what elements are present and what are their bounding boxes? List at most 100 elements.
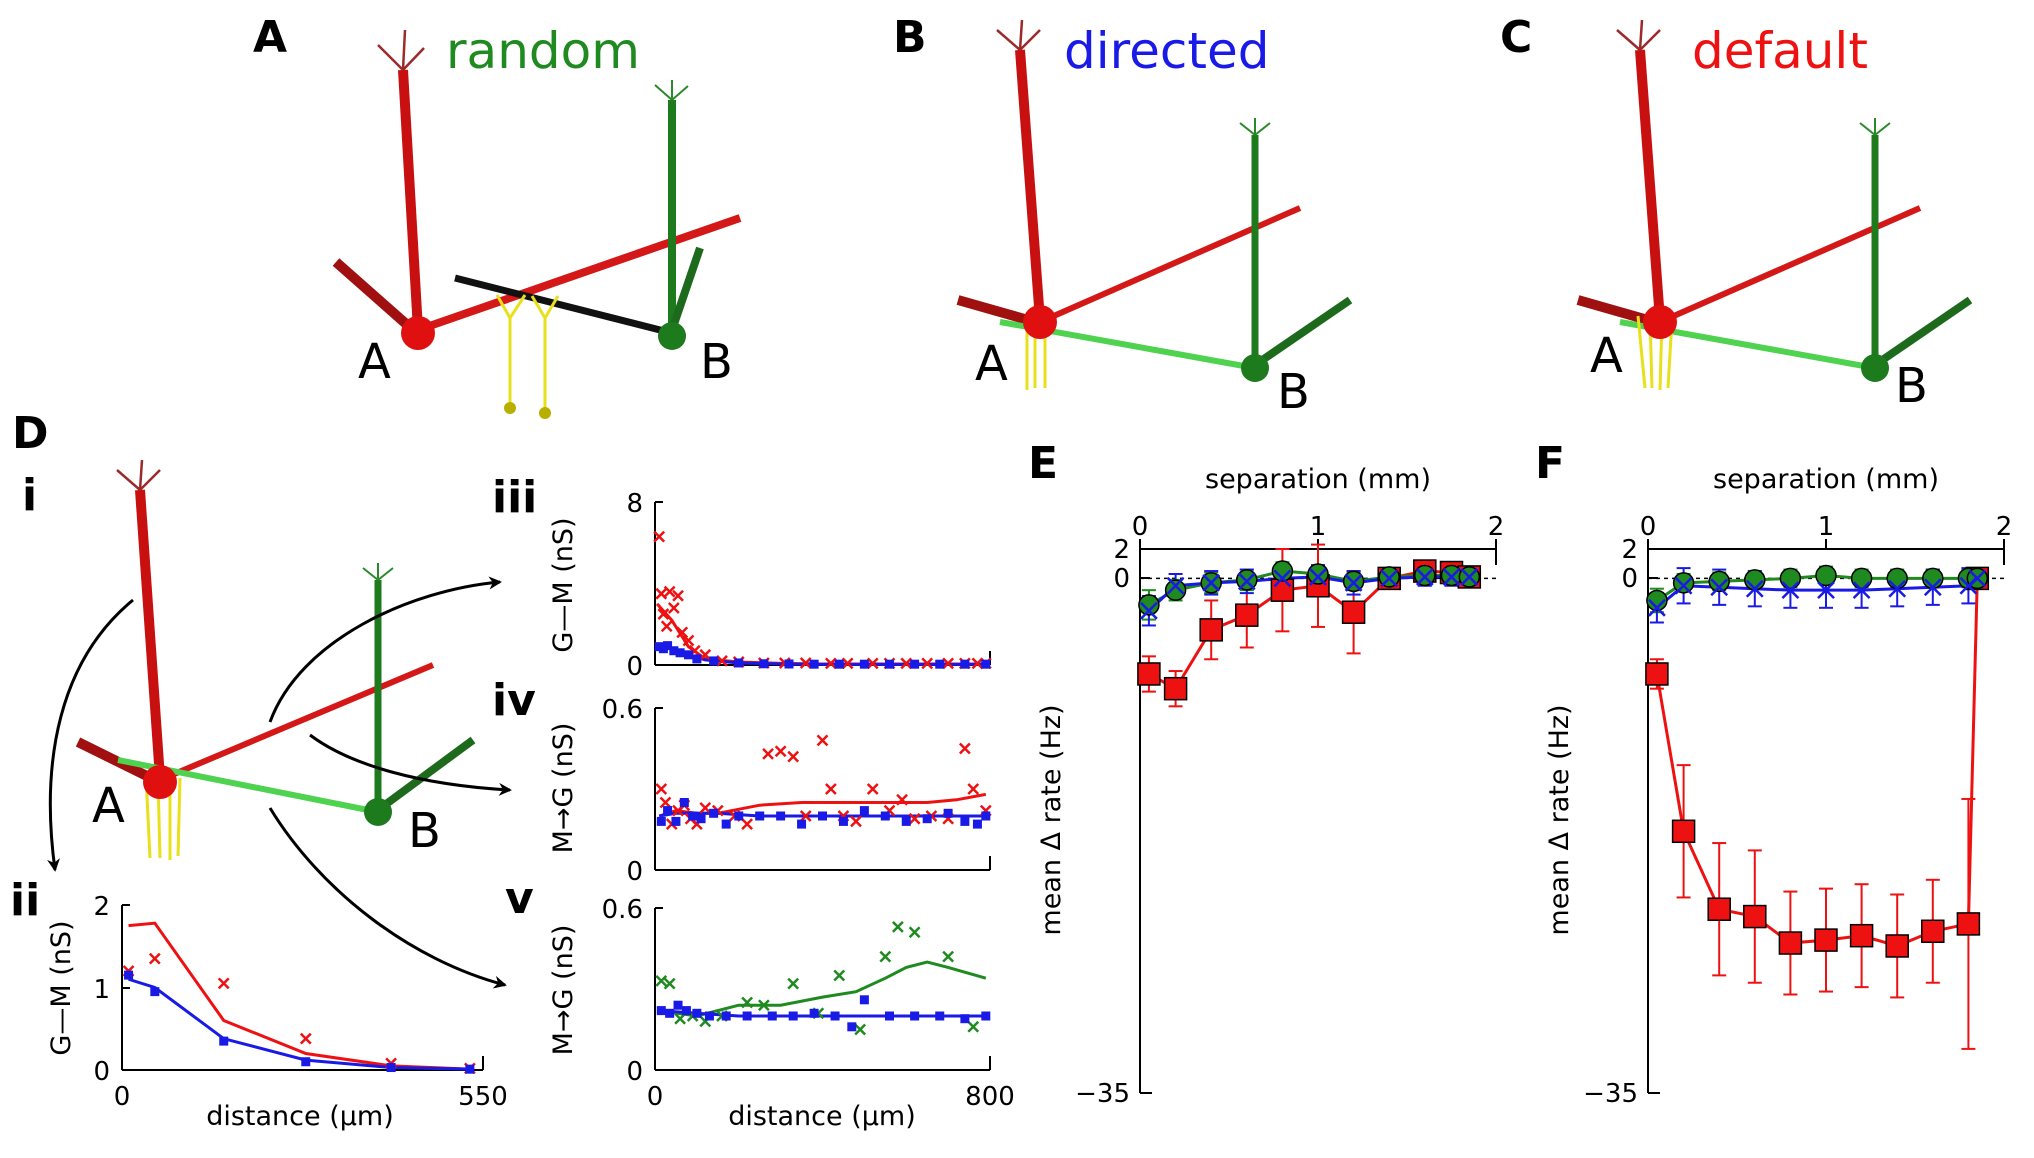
scatter-point-square: [721, 1011, 731, 1021]
y-tick-label: 2: [93, 892, 110, 922]
scatter-point-square: [663, 641, 673, 651]
scatter-point-square: [960, 1014, 970, 1024]
scatter-point-x: [672, 589, 684, 602]
scatter-point-square: [960, 816, 970, 826]
y-tick-label: −35: [1075, 1079, 1130, 1109]
green-dendrite-tuft: [1239, 118, 1271, 136]
panel-title-random: random: [446, 22, 640, 80]
scatter-point-square: [935, 659, 945, 669]
scatter-point-x: [148, 952, 161, 965]
scatter-point-square: [981, 659, 991, 669]
data-point-square: [1235, 603, 1259, 627]
scatter-point-x: [921, 657, 934, 670]
scatter-point-x: [787, 977, 800, 990]
data-point-square: [1849, 923, 1874, 948]
green-dendrite-tuft: [1859, 118, 1891, 136]
scatter-point-x: [908, 926, 921, 939]
scatter-point-x: [799, 810, 812, 822]
scatter-point-square: [684, 650, 693, 660]
scatter-point-x: [850, 815, 862, 828]
y-tick-label: 2: [1621, 535, 1638, 565]
neuron-label-a: A: [358, 334, 391, 390]
scatter-point-x: [774, 745, 787, 758]
scatter-point-square: [301, 1057, 311, 1067]
scatter-point-square: [910, 659, 920, 669]
x-tick-label: 0: [114, 1082, 131, 1112]
scatter-point-x: [653, 530, 666, 543]
data-point-x: [1442, 568, 1461, 586]
scatter-point-square: [681, 1006, 691, 1016]
data-point-square: [1163, 676, 1188, 701]
y-tick-label: 1: [93, 975, 110, 1005]
green-dendrite-tuft: [654, 80, 689, 101]
scatter-point-square: [981, 811, 991, 821]
scatter-point-square: [465, 1064, 475, 1074]
scatter-point-square: [709, 656, 719, 666]
data-point-circle: [1815, 564, 1837, 587]
scatter-point-square: [818, 811, 827, 821]
panel-label-a: A: [253, 12, 287, 63]
scatter-point-square: [742, 1011, 752, 1021]
data-point-circle: [1672, 572, 1695, 594]
panel-label-b: B: [893, 12, 927, 63]
data-point-square: [1671, 819, 1696, 844]
data-point-x: [1415, 568, 1434, 586]
scatter-point-x: [866, 783, 879, 795]
red-basal-dendrite: [332, 258, 417, 334]
data-point-x: [1781, 581, 1800, 600]
scatter-point-square: [776, 811, 786, 821]
red-apical-dendrite: [1015, 49, 1045, 321]
chart-ii: 0 1 2 0 550 distance (μm) G—M (nS): [46, 892, 508, 1132]
neuron-diagram-d-i: A B: [75, 459, 476, 860]
scatter-point-square: [767, 1011, 777, 1021]
panel-label-d: D: [12, 408, 49, 459]
scatter-point-x: [824, 657, 837, 670]
scatter-point-x: [716, 655, 728, 667]
green-basal-dendrite: [1872, 296, 1973, 369]
chart-iii: 0 8 G—M (nS): [548, 489, 992, 682]
y-axis-label: mean Δ rate (Hz): [1036, 704, 1067, 935]
scatter-point-square: [935, 1011, 945, 1021]
data-point-square: [1921, 919, 1945, 944]
data-point-x: [1888, 579, 1907, 598]
neuron-label-b: B: [1895, 358, 1928, 414]
scatter-point-x: [942, 950, 955, 963]
scatter-point-x: [299, 1032, 312, 1045]
red-dendrite-tuft: [377, 29, 425, 71]
scatter-point-square: [679, 798, 689, 807]
data-point-circle: [1271, 560, 1294, 582]
data-point-x: [1648, 598, 1666, 617]
panel-title-directed: directed: [1064, 22, 1269, 80]
subpanel-label-v: v: [505, 873, 534, 924]
chart-iv: 0 0.6 M→G (nS): [548, 695, 992, 887]
scatter-point-x: [655, 975, 668, 987]
black-axon: [454, 274, 673, 337]
scatter-point-x: [757, 999, 770, 1012]
scatter-point-square: [692, 654, 702, 664]
scatter-point-square: [759, 659, 769, 669]
red-basal-dendrite: [75, 737, 158, 785]
panel-label-c: C: [1500, 12, 1532, 63]
data-point-x: [1710, 578, 1729, 597]
scatter-point-square: [721, 819, 731, 829]
scatter-point-x: [655, 783, 668, 795]
x-tick-label: 800: [965, 1082, 1015, 1112]
red-dendrite-tuft: [116, 459, 161, 491]
red-soma: [1023, 305, 1057, 339]
scatter-point-square: [755, 811, 765, 821]
subpanel-label-iv: iv: [492, 675, 536, 726]
green-soma: [364, 798, 392, 826]
scatter-point-x: [824, 783, 837, 795]
scatter-point-x: [908, 812, 921, 825]
data-point-square: [1707, 897, 1731, 921]
data-point-square: [1341, 600, 1366, 624]
data-point-circle: [1138, 594, 1160, 616]
scatter-point-square: [885, 1011, 894, 1021]
scatter-point-square: [809, 659, 819, 669]
curved-arrow-icon: [268, 576, 502, 723]
green-soma: [1241, 354, 1269, 382]
scatter-point-square: [688, 811, 698, 821]
y-axis-label: M→G (nS): [548, 925, 579, 1056]
y-tick-label: 0: [626, 1057, 643, 1087]
